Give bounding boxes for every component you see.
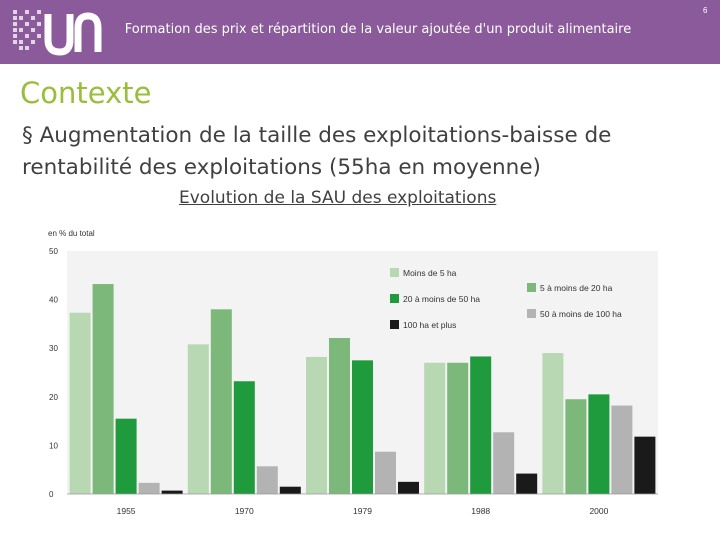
section-title: Contexte: [20, 76, 152, 110]
header-bar: Formation des prix et répartition de la …: [0, 0, 720, 64]
chart-caption: Evolution de la SAU des exploitations: [179, 188, 497, 208]
y-tick-label: 40: [49, 296, 58, 305]
bar-1979-series-5: [398, 481, 419, 494]
y-tick-label: 20: [49, 393, 58, 402]
bullet-text: § Augmentation de la taille des exploita…: [22, 123, 612, 180]
bar-2000-series-4: [611, 405, 633, 494]
x-tick-label: 2000: [589, 506, 608, 516]
bar-1988-series-1: [424, 362, 446, 494]
bar-1955-series-4: [138, 482, 160, 494]
bar-1988-series-4: [493, 432, 515, 494]
bar-1955-series-3: [115, 418, 137, 494]
bar-1970-series-1: [187, 344, 209, 494]
legend-swatch-3: [390, 294, 399, 303]
legend-label-1: Moins de 5 ha: [403, 268, 457, 278]
bar-2000-series-3: [588, 394, 610, 494]
legend-label-5: 100 ha et plus: [403, 320, 456, 330]
bar-1979-series-4: [375, 451, 396, 494]
bar-1970-series-2: [210, 309, 232, 494]
legend-swatch-1: [390, 268, 399, 277]
bar-2000-series-2: [565, 399, 587, 494]
legend-label-3: 20 à moins de 50 ha: [403, 294, 480, 304]
legend-swatch-2: [527, 283, 536, 292]
x-tick-label: 1970: [235, 506, 254, 516]
legend-swatch-4: [527, 309, 536, 318]
bar-1988-series-5: [516, 473, 538, 494]
x-tick-label: 1988: [471, 506, 490, 516]
page-number: 6: [703, 6, 708, 15]
bar-1979-series-3: [352, 360, 373, 494]
bar-1970-series-5: [279, 486, 301, 494]
x-tick-label: 1955: [117, 506, 136, 516]
bar-2000-series-1: [542, 353, 564, 494]
header-title: Formation des prix et répartition de la …: [124, 22, 632, 37]
bar-1979-series-1: [306, 356, 327, 494]
y-tick-label: 50: [49, 247, 58, 256]
legend-swatch-5: [390, 320, 399, 329]
bar-1979-series-2: [329, 337, 350, 494]
y-tick-label: 30: [49, 344, 58, 353]
bar-1955-series-2: [92, 284, 114, 494]
bar-1955-series-5: [161, 490, 183, 494]
bar-1988-series-2: [447, 362, 469, 494]
x-tick-label: 1979: [353, 506, 372, 516]
bar-2000-series-5: [634, 436, 656, 494]
legend-label-4: 50 à moins de 100 ha: [540, 309, 622, 319]
y-axis-label: en % du total: [48, 229, 95, 238]
y-tick-label: 0: [49, 490, 54, 499]
legend-label-2: 5 à moins de 20 ha: [540, 283, 613, 293]
bar-1955-series-1: [69, 312, 91, 494]
y-tick-label: 10: [49, 441, 58, 450]
bar-1988-series-3: [470, 356, 492, 494]
bar-1970-series-4: [256, 466, 278, 494]
bar-1970-series-3: [233, 381, 255, 494]
un-logo: [13, 10, 102, 56]
